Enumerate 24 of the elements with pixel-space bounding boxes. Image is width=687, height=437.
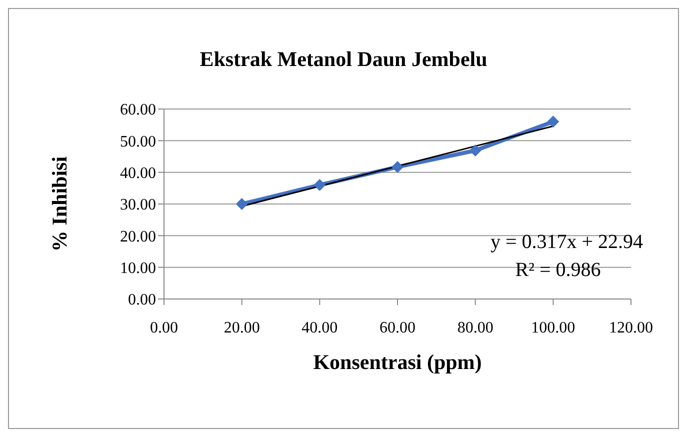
x-tick-label: 0.00 (150, 319, 178, 336)
annotation: y = 0.317x + 22.94 (489, 231, 643, 254)
y-tick-label: 40.00 (120, 165, 156, 182)
y-tick-label: 0.00 (128, 292, 156, 309)
y-tick-label: 20.00 (120, 228, 156, 246)
point (547, 116, 560, 128)
y-tick-label: 60.00 (120, 102, 156, 119)
y-tick-label: 10.00 (120, 260, 156, 278)
x-axis-title: Konsentrasi (ppm) (313, 350, 482, 374)
point (236, 198, 248, 210)
x-tick-label: 120.00 (609, 319, 653, 336)
x-tick-label: 20.00 (224, 319, 260, 336)
point (314, 179, 326, 191)
x-tick-label: 40.00 (302, 319, 338, 336)
x-tick-label: 80.00 (457, 319, 494, 336)
point (392, 160, 404, 173)
y-tick-label: 30.00 (120, 196, 156, 214)
y-tick-label: 50.00 (120, 133, 156, 150)
y-axis-title: % Inhibisi (47, 156, 72, 252)
x-tick-label: 100.00 (531, 319, 576, 336)
chart-title: Ekstrak Metanol Daun Jembelu (198, 47, 488, 72)
x-tick-label: 60.00 (380, 319, 416, 336)
point (469, 144, 482, 156)
annotation: R² = 0.986 (514, 259, 602, 282)
